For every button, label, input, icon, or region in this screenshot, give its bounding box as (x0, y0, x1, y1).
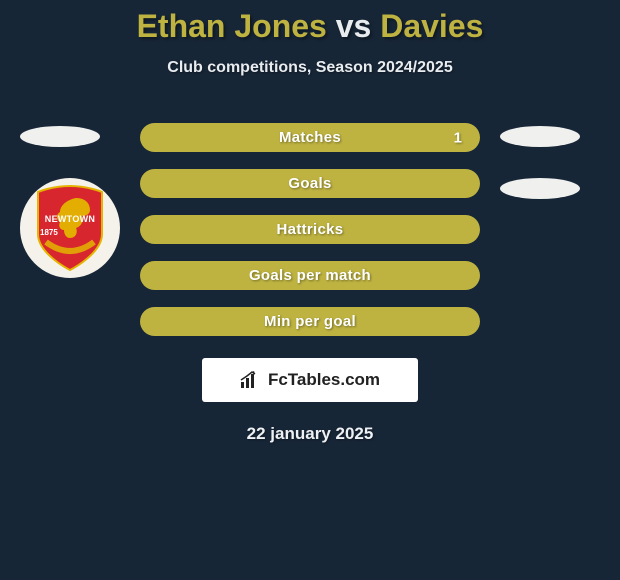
bar-matches: Matches 1 (140, 123, 480, 152)
fctables-brand[interactable]: FcTables.com (202, 358, 418, 402)
crest-year: 1875 (40, 228, 58, 237)
player1-avatar-placeholder (20, 126, 100, 147)
bar-mpg-label: Min per goal (264, 313, 356, 330)
player2-club-placeholder (500, 178, 580, 199)
bar-min-per-goal: Min per goal (140, 307, 480, 336)
bar-goals-per-match: Goals per match (140, 261, 480, 290)
bar-hattricks: Hattricks (140, 215, 480, 244)
player1-club-crest: NEWTOWN 1875 (20, 178, 120, 278)
bar-chart-icon (240, 370, 262, 390)
bar-goals: Goals (140, 169, 480, 198)
bar-gpm-label: Goals per match (249, 267, 371, 284)
subtitle: Club competitions, Season 2024/2025 (0, 59, 620, 77)
page-title: Ethan Jones vs Davies (0, 0, 620, 45)
title-player1: Ethan Jones (137, 8, 327, 44)
player2-avatar-placeholder (500, 126, 580, 147)
stat-bars: Matches 1 Goals Hattricks Goals per matc… (140, 123, 480, 336)
bar-goals-label: Goals (288, 175, 331, 192)
title-player2: Davies (380, 8, 483, 44)
generated-date: 22 january 2025 (0, 424, 620, 444)
bar-matches-label: Matches (279, 129, 341, 146)
title-vs: vs (336, 8, 372, 44)
bar-hattricks-label: Hattricks (277, 221, 344, 238)
brand-text: FcTables.com (268, 370, 380, 390)
crest-name: NEWTOWN (32, 214, 108, 224)
bar-matches-right: 1 (454, 129, 462, 146)
